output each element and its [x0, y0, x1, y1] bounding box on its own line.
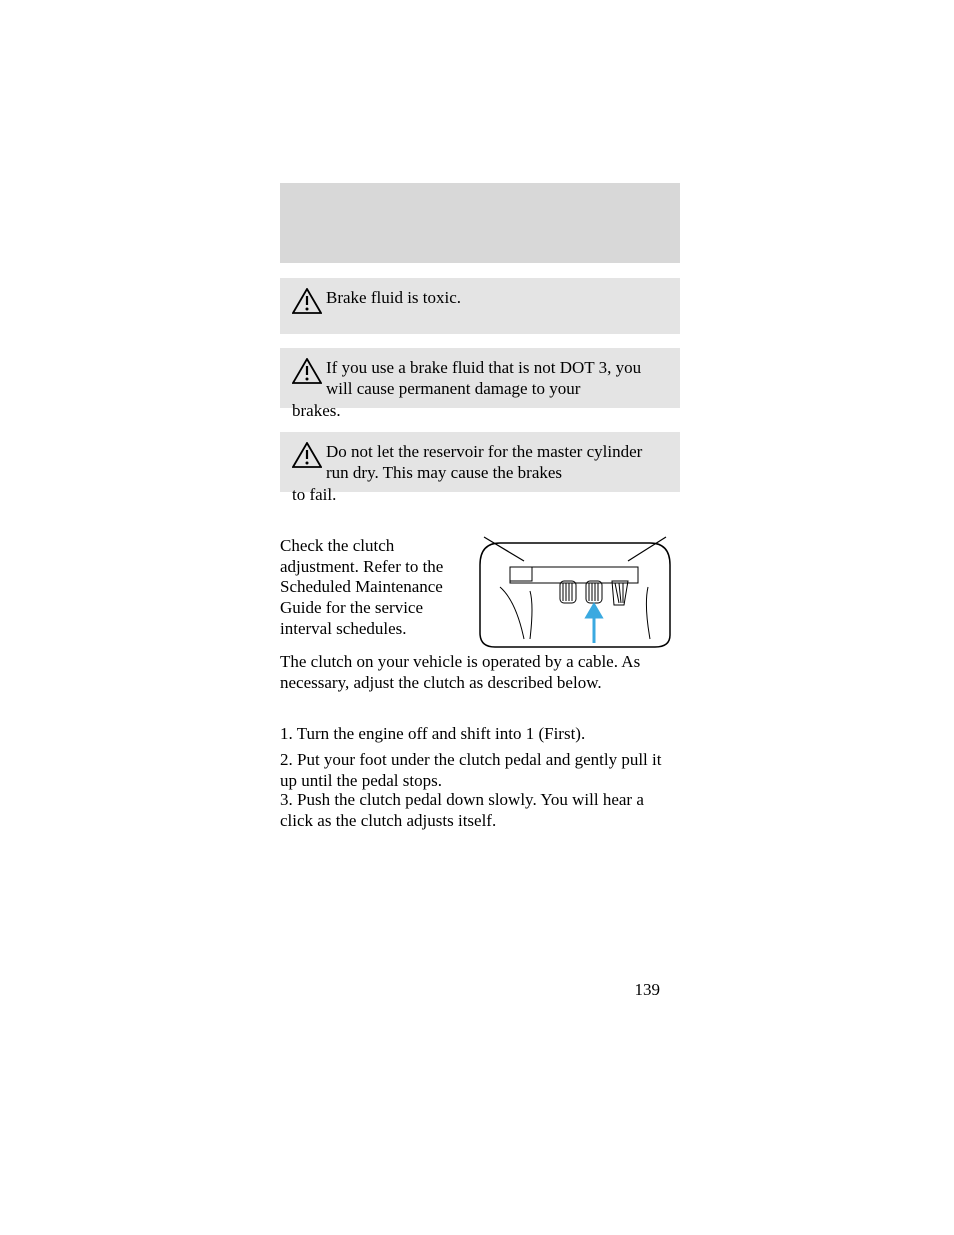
caution-triangle-icon: [292, 288, 326, 319]
warning-text: Brake fluid is toxic.: [326, 288, 668, 309]
step-1: 1. Turn the engine off and shift into 1 …: [280, 724, 680, 745]
warning-row: Do not let the reservoir for the master …: [292, 442, 668, 483]
step-3: 3. Push the clutch pedal down slowly. Yo…: [280, 790, 680, 831]
warning-continuation: to fail.: [292, 483, 668, 506]
warning-text: Do not let the reservoir for the master …: [326, 442, 668, 483]
header-bar: [280, 183, 680, 263]
warning-box-reservoir: Do not let the reservoir for the master …: [280, 432, 680, 492]
intro-paragraph: Check the clutch adjustment. Refer to th…: [280, 536, 460, 640]
warning-continuation: brakes.: [292, 399, 668, 422]
page-number: 139: [635, 980, 661, 1000]
warning-row: If you use a brake fluid that is not DOT…: [292, 358, 668, 399]
warning-box-toxic: Brake fluid is toxic.: [280, 278, 680, 334]
warning-text: If you use a brake fluid that is not DOT…: [326, 358, 668, 399]
step-2: 2. Put your foot under the clutch pedal …: [280, 750, 680, 791]
caution-triangle-icon: [292, 358, 326, 389]
paragraph-clutch-cable: The clutch on your vehicle is operated b…: [280, 652, 680, 693]
warning-row: Brake fluid is toxic.: [292, 288, 668, 319]
clutch-pedal-figure: [470, 535, 680, 653]
caution-triangle-icon: [292, 442, 326, 473]
manual-page: Brake fluid is toxic. If you use a brake…: [0, 0, 954, 1235]
warning-box-dot3: If you use a brake fluid that is not DOT…: [280, 348, 680, 408]
